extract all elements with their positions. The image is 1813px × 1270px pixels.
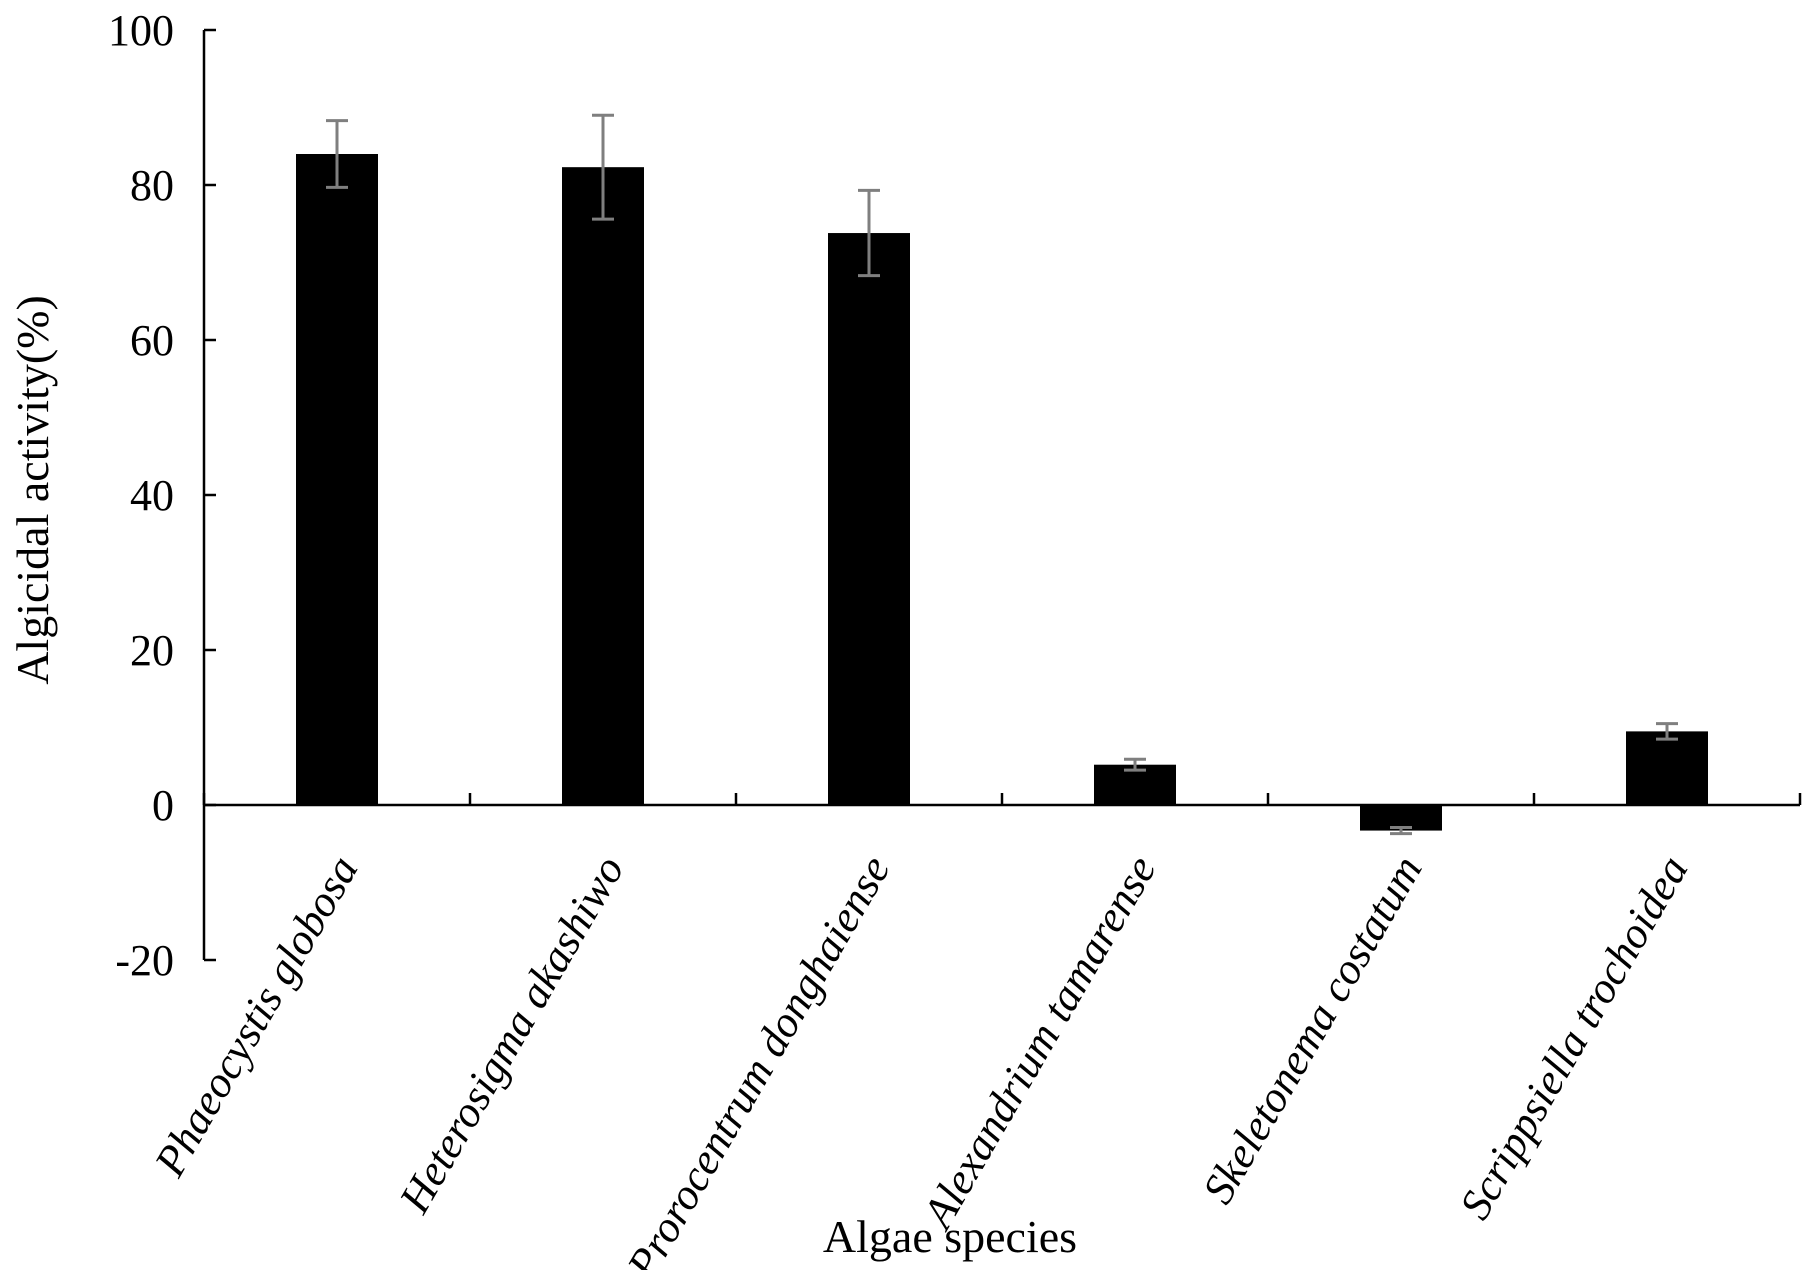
category-label: Skeletonema costatum: [1193, 848, 1432, 1212]
y-tick-label: 20: [130, 626, 174, 675]
category-labels-group: Phaeocystis globosa Heterosigma akashiwoP…: [144, 848, 1697, 1270]
y-tick-labels-group: -20 0 20 40 60 80 100: [108, 6, 174, 985]
y-tick-label: 80: [130, 161, 174, 210]
y-tick-label: -20: [115, 936, 174, 985]
y-tick-label: 60: [130, 316, 174, 365]
category-label: Scrippsiella trochoidea: [1450, 848, 1698, 1228]
category-label: Heterosigma akashiwo: [389, 848, 633, 1222]
bar: [562, 167, 644, 806]
category-label: Prorocentrum donghaiense: [617, 848, 900, 1270]
y-tick-label: 100: [108, 6, 174, 55]
y-tick-label: 0: [152, 781, 174, 830]
bar: [296, 154, 378, 805]
bars-group: [296, 154, 1708, 831]
bar: [1626, 731, 1708, 805]
y-axis-title: Algicidal activity(%): [7, 295, 58, 685]
category-label: Phaeocystis globosa: [144, 848, 367, 1186]
y-tick-label: 40: [130, 471, 174, 520]
x-axis-title: Algae species: [823, 1211, 1077, 1262]
bar: [828, 233, 910, 806]
error-bars-group: [326, 113, 1678, 836]
axes-group: [202, 28, 1802, 962]
category-label: Alexandrium tamarense: [912, 848, 1166, 1239]
